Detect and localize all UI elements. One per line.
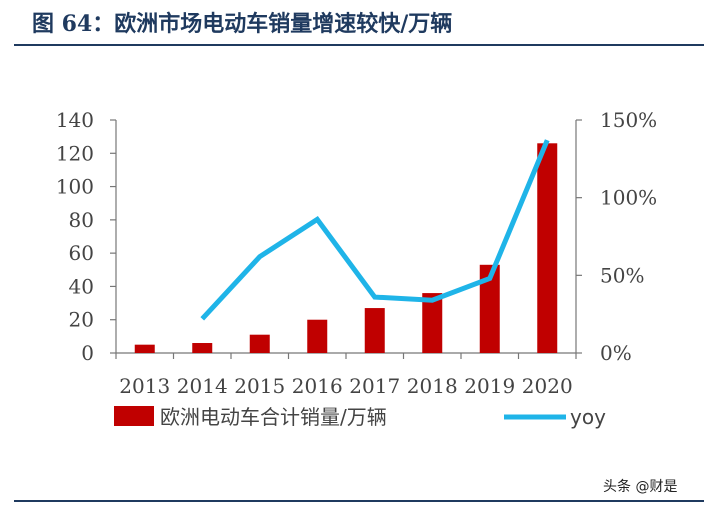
watermark: 头条 @财是 (603, 479, 678, 495)
bar (249, 334, 270, 353)
right-y-tick-label: 150% (600, 108, 657, 132)
yoy-line (200, 139, 550, 321)
x-tick-label: 2015 (234, 374, 285, 398)
bar (134, 344, 155, 353)
x-tick-label: 2014 (177, 374, 228, 398)
bar (479, 264, 500, 353)
left-y-tick-label: 80 (69, 208, 94, 232)
bar (192, 343, 213, 353)
left-y-tick-labels: 0 20 40 60 80 100 120 140 (56, 108, 94, 365)
x-tick-label: 2016 (292, 374, 343, 398)
bar (537, 143, 558, 353)
legend-line-label: yoy (570, 405, 606, 429)
bar (307, 319, 328, 353)
x-tick-label: 2019 (464, 374, 515, 398)
legend: 欧洲电动车合计销量/万辆 yoy (114, 405, 606, 429)
x-tick-label: 2013 (119, 374, 170, 398)
yoy-line-series (200, 139, 550, 321)
right-y-tick-labels: 0% 50% 100% 150% (600, 108, 657, 365)
x-tick-label: 2017 (349, 374, 400, 398)
left-y-tick-label: 40 (69, 274, 94, 298)
left-y-tick-label: 140 (56, 108, 94, 132)
legend-bar-swatch (114, 406, 154, 426)
top-divider (14, 44, 704, 46)
bar (422, 293, 443, 353)
x-tick-label: 2018 (407, 374, 458, 398)
right-y-tick-label: 100% (600, 186, 657, 210)
legend-bar-label: 欧洲电动车合计销量/万辆 (160, 405, 387, 429)
chart-axes (110, 119, 582, 359)
left-y-tick-label: 0 (81, 341, 94, 365)
chart-title: 图 64：欧洲市场电动车销量增速较快/万辆 (32, 11, 453, 37)
x-tick-label: 2020 (522, 374, 573, 398)
left-y-tick-label: 100 (56, 175, 94, 199)
bar (364, 308, 385, 353)
bottom-divider (14, 500, 704, 502)
left-y-tick-label: 120 (56, 141, 94, 165)
x-tick-labels: 2013 2014 2015 2016 2017 2018 2019 2020 (119, 374, 572, 398)
left-y-tick-label: 20 (69, 308, 94, 332)
right-y-tick-label: 50% (600, 263, 644, 287)
left-y-tick-label: 60 (69, 241, 94, 265)
bar-series (134, 143, 558, 353)
right-y-tick-label: 0% (600, 341, 632, 365)
